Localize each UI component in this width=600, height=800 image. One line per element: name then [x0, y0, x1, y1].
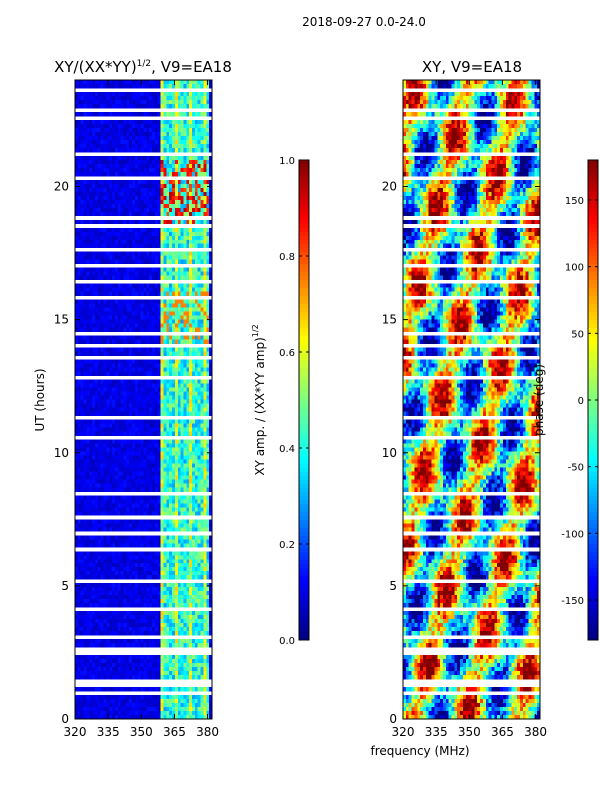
left-panel-title: XY/(XX*YY)1/2, V9=EA18 [54, 58, 232, 76]
right-colorbar: -150 -100 -50 0 50 100 150 [561, 159, 599, 641]
right-ytick-label: 15 [382, 313, 397, 327]
left-colorbar-tick-label: 0.6 [279, 348, 295, 359]
left-colorbar-frame [298, 159, 310, 641]
right-axes: 320 335 350 365 380 0 5 10 15 20 [382, 79, 547, 739]
right-xtick-label: 335 [425, 725, 448, 739]
left-xtick-label: 380 [196, 725, 219, 739]
right-plot-frame [402, 79, 541, 720]
left-colorbar-tick-label: 0.2 [279, 540, 295, 551]
left-ytick-label: 20 [54, 180, 69, 194]
left-plot-area [75, 80, 213, 720]
left-ytick-label: 0 [61, 712, 69, 726]
left-colorbar: 0.0 0.2 0.4 0.6 0.8 1.0 [279, 156, 310, 647]
right-xtick-label: 365 [491, 725, 514, 739]
left-colorbar-tick-label: 0.4 [279, 444, 295, 455]
right-ytick-label: 10 [382, 446, 397, 460]
left-colorbar-tick-label: 0.8 [279, 252, 295, 263]
left-xtick-label: 320 [64, 725, 87, 739]
left-xtick-label: 365 [163, 725, 186, 739]
right-ytick-label: 0 [389, 712, 397, 726]
right-xtick-label: 320 [392, 725, 415, 739]
left-title-suffix: , V9=EA18 [151, 58, 232, 76]
right-colorbar-tick-label: 150 [565, 196, 584, 207]
left-title-exponent: 1/2 [137, 59, 151, 69]
right-colorbar-tick-label: -150 [561, 596, 584, 607]
left-colorbar-tick-label: 0.0 [279, 636, 295, 647]
left-colorbar-label: XY amp. / (XX*YY amp)1/2 [251, 324, 267, 475]
figure-suptitle: 2018-09-27 0.0-24.0 [302, 15, 426, 29]
right-colorbar-tick-label: 50 [571, 329, 584, 340]
right-colorbar-tick-label: -100 [561, 529, 584, 540]
left-ytick-label: 5 [61, 579, 69, 593]
right-ytick-label: 20 [382, 180, 397, 194]
right-panel-title: XY, V9=EA18 [422, 58, 522, 76]
left-colorbar-label-main: XY amp. / (XX*YY amp) [253, 337, 267, 475]
right-ytick-label: 5 [389, 579, 397, 593]
left-title-main: XY/(XX*YY) [54, 58, 137, 76]
right-xtick-label: 350 [458, 725, 481, 739]
left-ytick-label: 10 [54, 446, 69, 460]
left-ytick-label: 15 [54, 313, 69, 327]
left-colorbar-label-exponent: 1/2 [251, 324, 260, 337]
right-xtick-label: 380 [524, 725, 547, 739]
left-colorbar-tick-label: 1.0 [279, 156, 295, 167]
left-ylabel: UT (hours) [33, 368, 47, 431]
right-colorbar-tick-label: -50 [568, 463, 584, 474]
right-plot-area [403, 80, 541, 720]
left-xtick-label: 335 [97, 725, 120, 739]
right-colorbar-tick-label: 0 [578, 396, 584, 407]
right-colorbar-label: phase (deg) [532, 364, 546, 436]
right-colorbar-tick-label: 100 [565, 263, 584, 274]
left-axes: 320 335 350 365 380 0 5 10 15 20 [54, 79, 219, 739]
xlabel-frequency: frequency (MHz) [370, 744, 469, 758]
left-plot-frame [74, 79, 213, 720]
left-xtick-label: 350 [130, 725, 153, 739]
